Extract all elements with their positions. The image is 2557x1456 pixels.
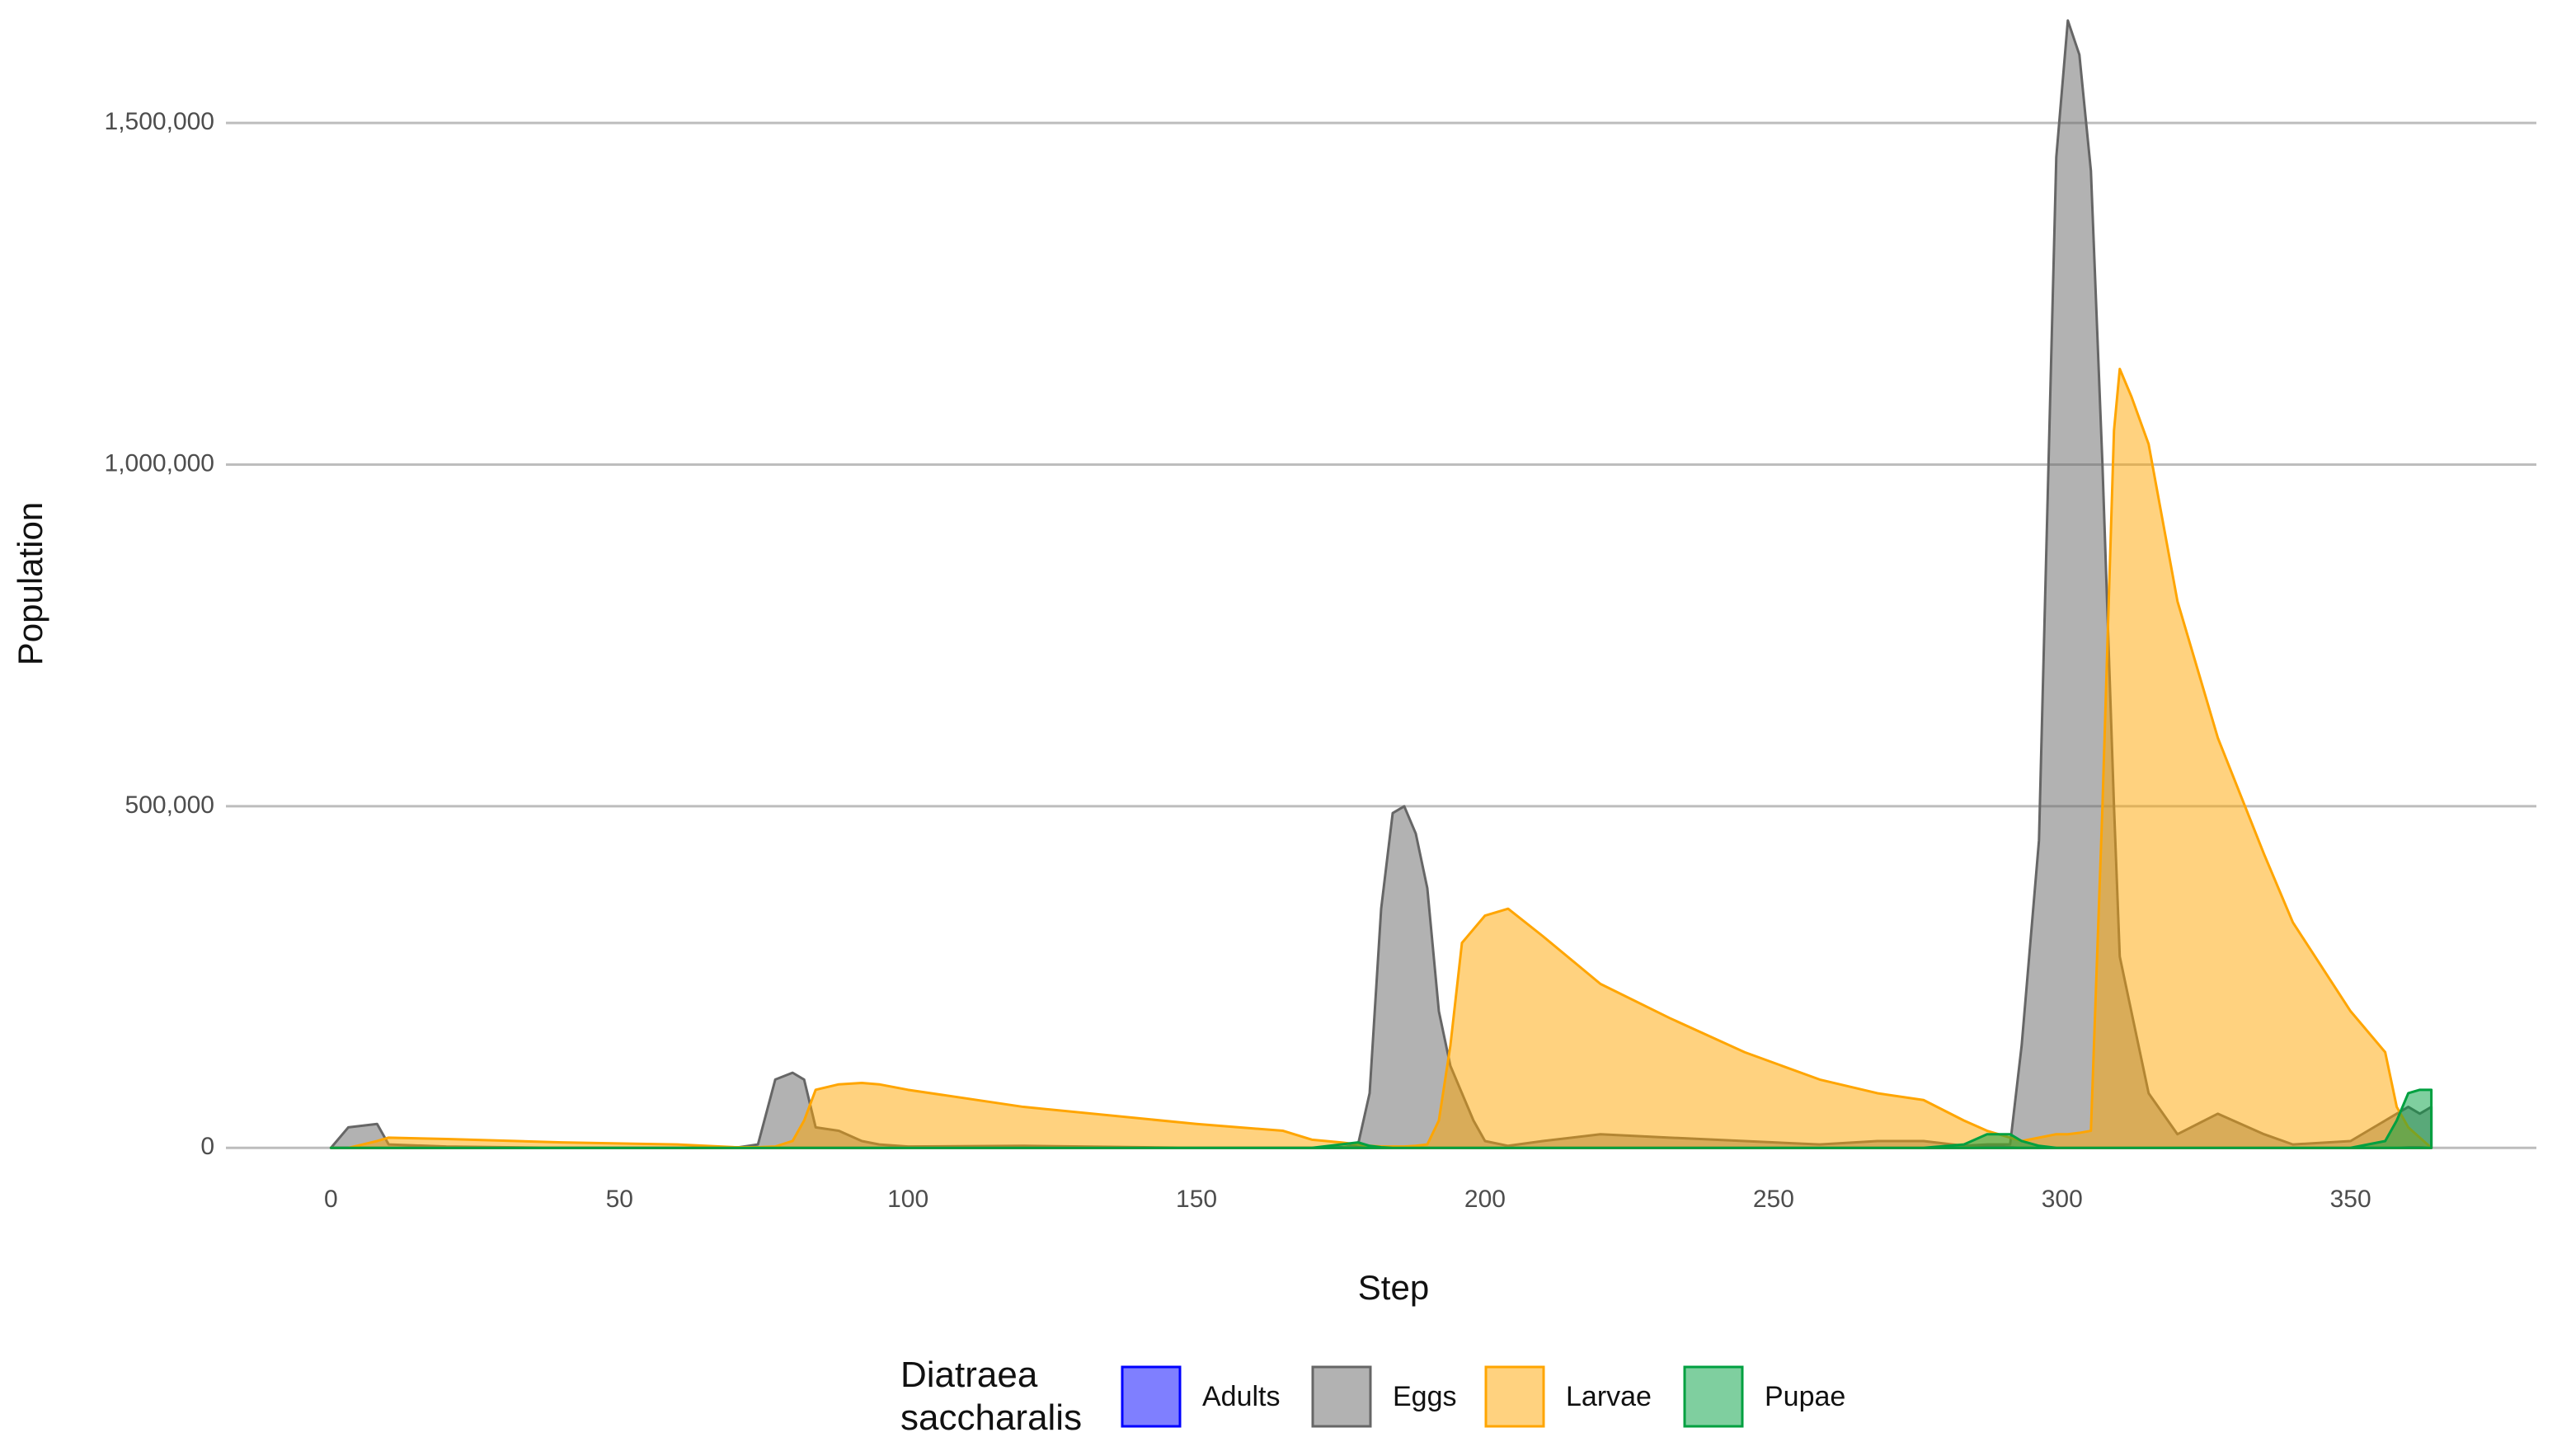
x-tick-label: 200: [1464, 1186, 1506, 1213]
legend-swatch: [1311, 1365, 1372, 1428]
x-tick-label: 150: [1176, 1186, 1217, 1213]
x-tick-label: 300: [2042, 1186, 2083, 1213]
x-axis-title: Step: [1358, 1268, 1429, 1307]
area: [329, 368, 2433, 1149]
y-tick-label: 0: [200, 1133, 214, 1160]
area: [329, 1088, 2433, 1149]
legend-title: Diatraea saccharalis: [900, 1355, 1083, 1438]
y-axis-title: Population: [11, 502, 49, 666]
legend-label: Adults: [1202, 1381, 1281, 1412]
x-tick-label: 350: [2330, 1186, 2371, 1213]
x-tick-label: 0: [324, 1186, 338, 1213]
y-tick-label: 500,000: [125, 791, 214, 819]
legend-label: Larvae: [1566, 1381, 1652, 1412]
y-tick-label: 1,000,000: [105, 449, 214, 477]
x-tick-label: 250: [1753, 1186, 1794, 1213]
legend-swatch: [1484, 1365, 1545, 1428]
y-tick-label: 1,500,000: [105, 108, 214, 135]
legend-label: Eggs: [1393, 1381, 1457, 1412]
x-tick-label: 50: [606, 1186, 633, 1213]
legend-swatch: [1683, 1365, 1744, 1428]
legend-label: Pupae: [1765, 1381, 1845, 1412]
legend-swatch: [1121, 1365, 1182, 1428]
x-tick-label: 100: [887, 1186, 928, 1213]
